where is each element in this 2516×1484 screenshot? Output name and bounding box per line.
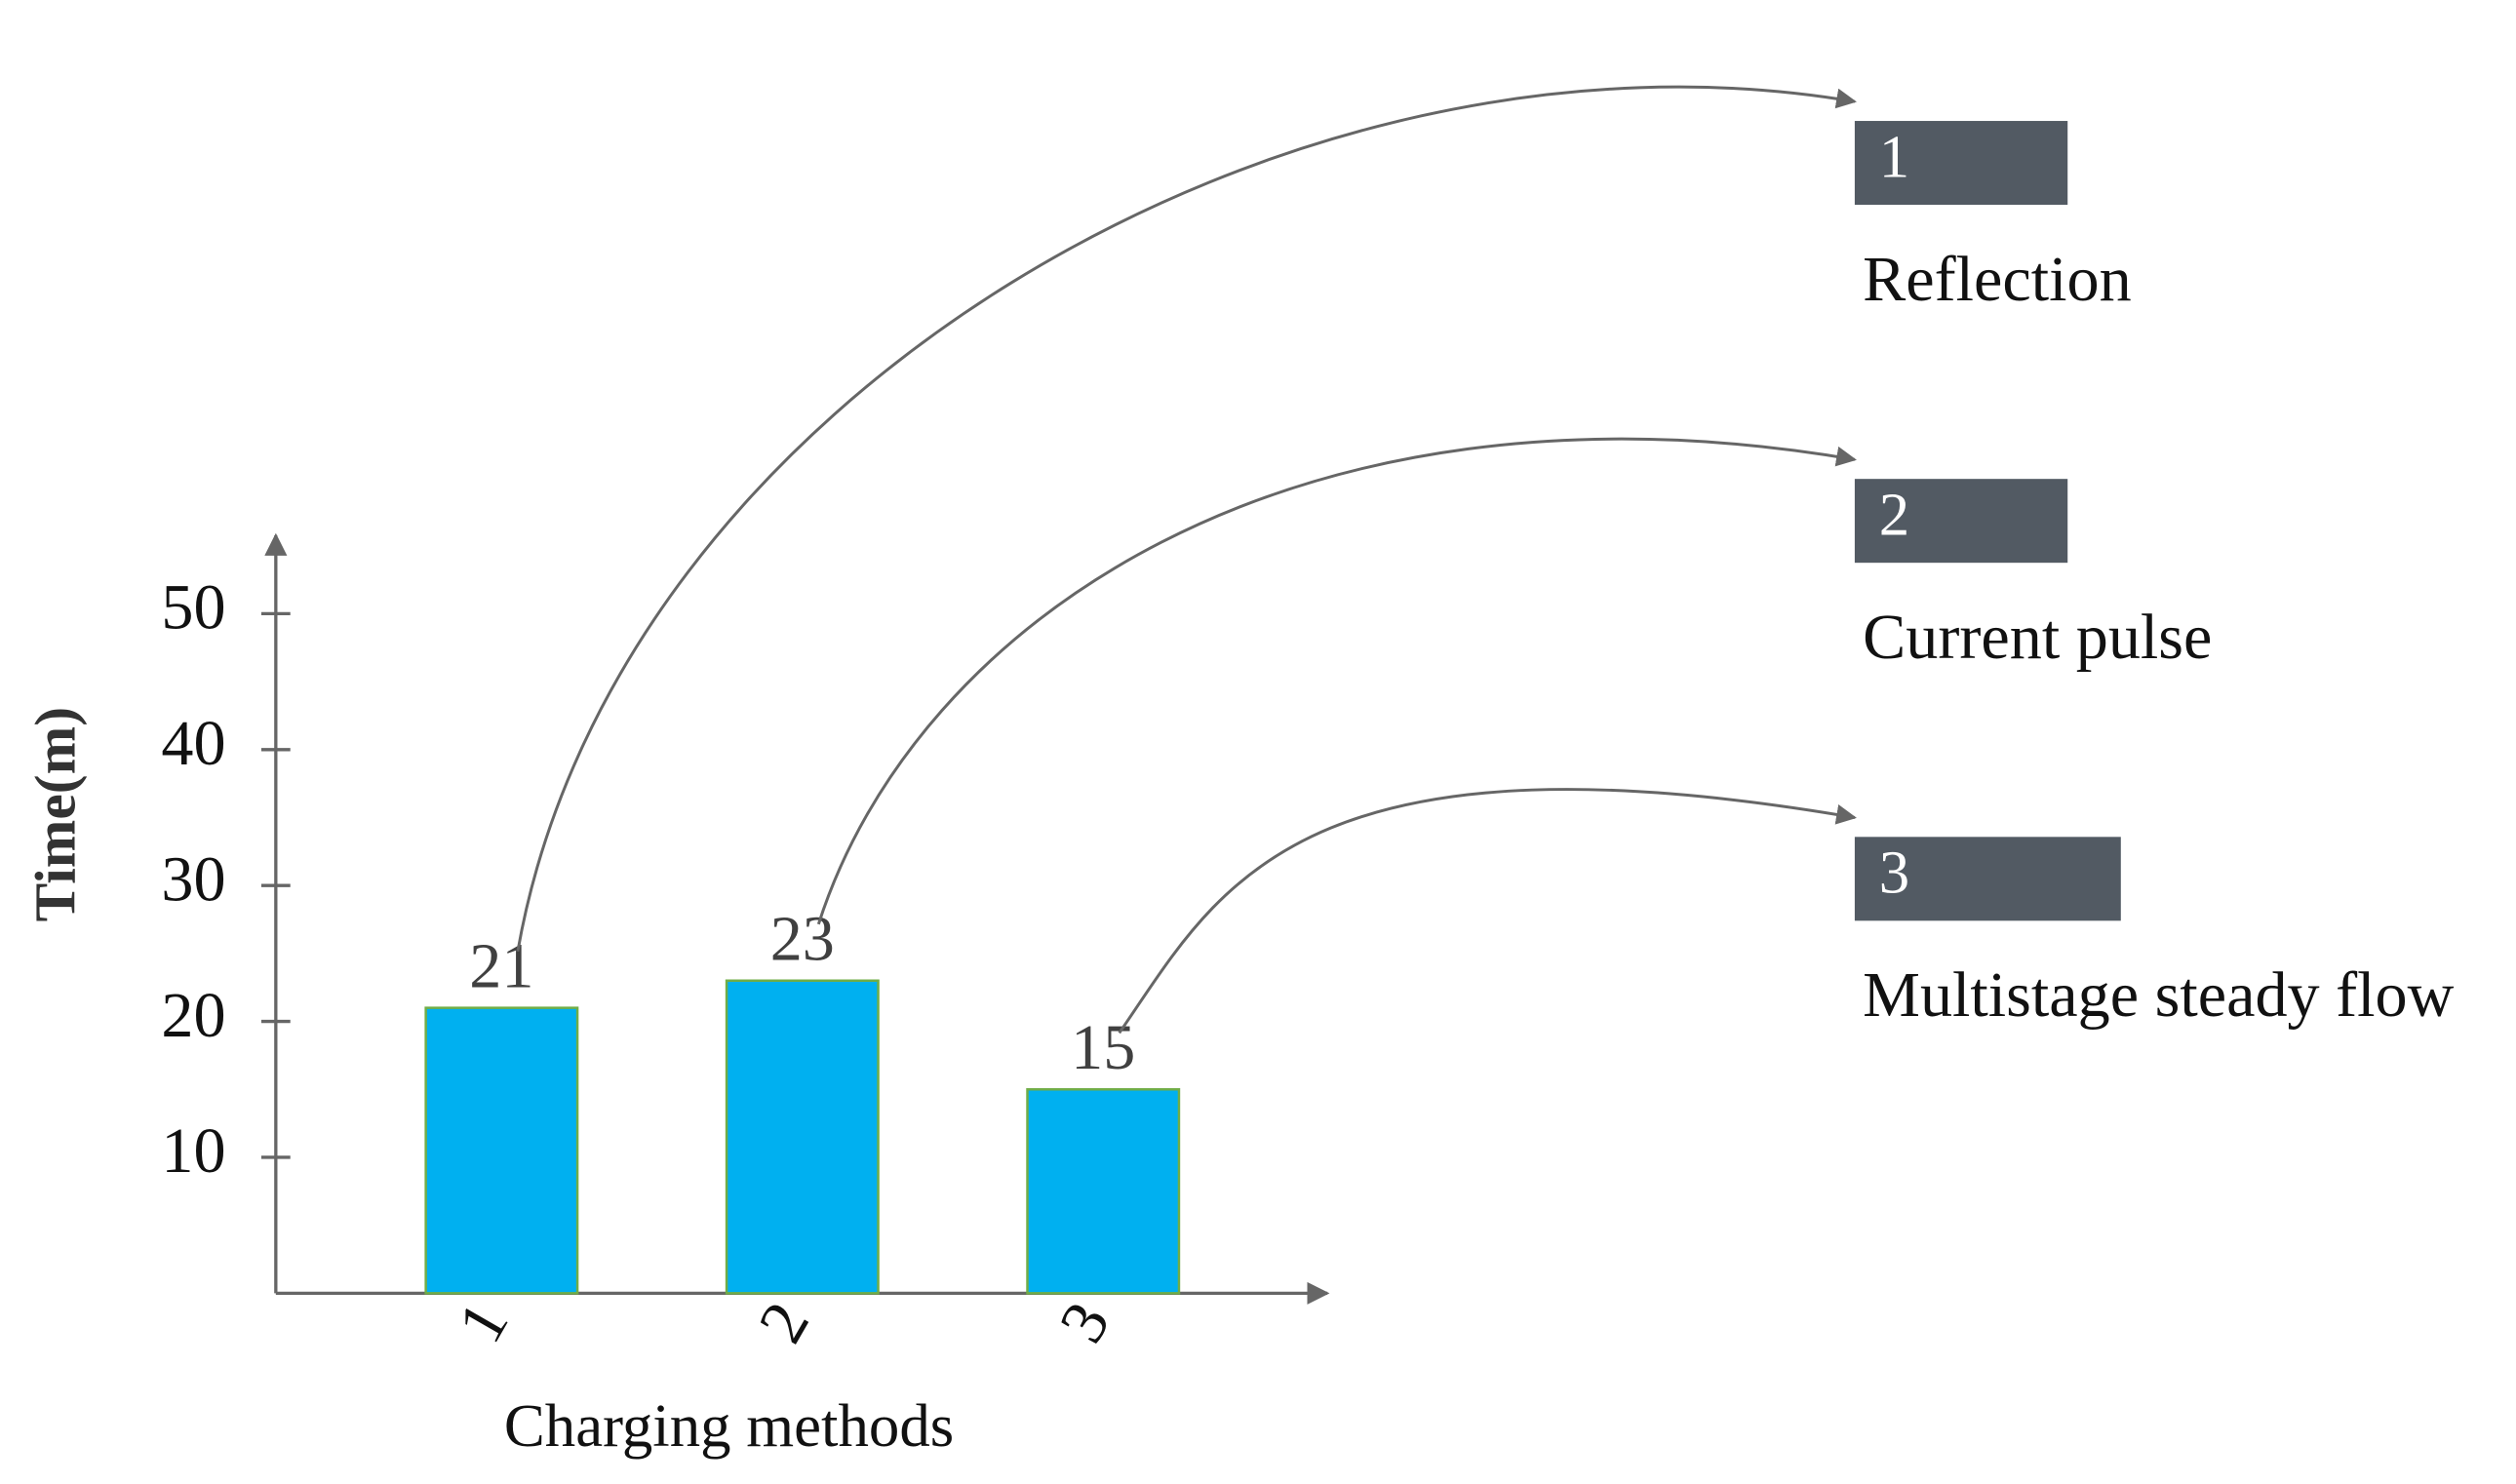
bar [1026, 1088, 1181, 1295]
annotation-box [1854, 121, 2068, 206]
annotation-text: Reflection [1863, 244, 2131, 315]
x-tick-label: 1 [445, 1291, 523, 1354]
bar [424, 1006, 579, 1295]
annotation-number: 3 [1879, 839, 1909, 907]
y-tick-label: 20 [161, 980, 225, 1051]
x-tick-label: 3 [1046, 1291, 1124, 1354]
y-axis-title: Time(m) [23, 707, 88, 921]
data-label: 21 [469, 930, 533, 1001]
bar [725, 979, 880, 1295]
annotation-number: 2 [1879, 481, 1909, 549]
connector [516, 85, 1857, 953]
y-tick-label: 40 [161, 708, 225, 779]
annotation-text: Current pulse [1863, 602, 2212, 673]
data-label: 23 [770, 904, 835, 975]
y-tick-label: 50 [161, 572, 225, 644]
annotation-text: Multistage steady flow [1863, 959, 2454, 1031]
annotation-number: 1 [1879, 122, 1909, 190]
connector [1118, 788, 1857, 1035]
y-tick-label: 10 [161, 1115, 225, 1187]
y-tick-label: 30 [161, 843, 225, 915]
x-axis-title: Charging methods [504, 1391, 954, 1460]
connector [816, 437, 1857, 925]
x-tick-label: 2 [745, 1291, 823, 1354]
annotation-box [1854, 479, 2068, 564]
annotation-box [1854, 837, 2121, 921]
